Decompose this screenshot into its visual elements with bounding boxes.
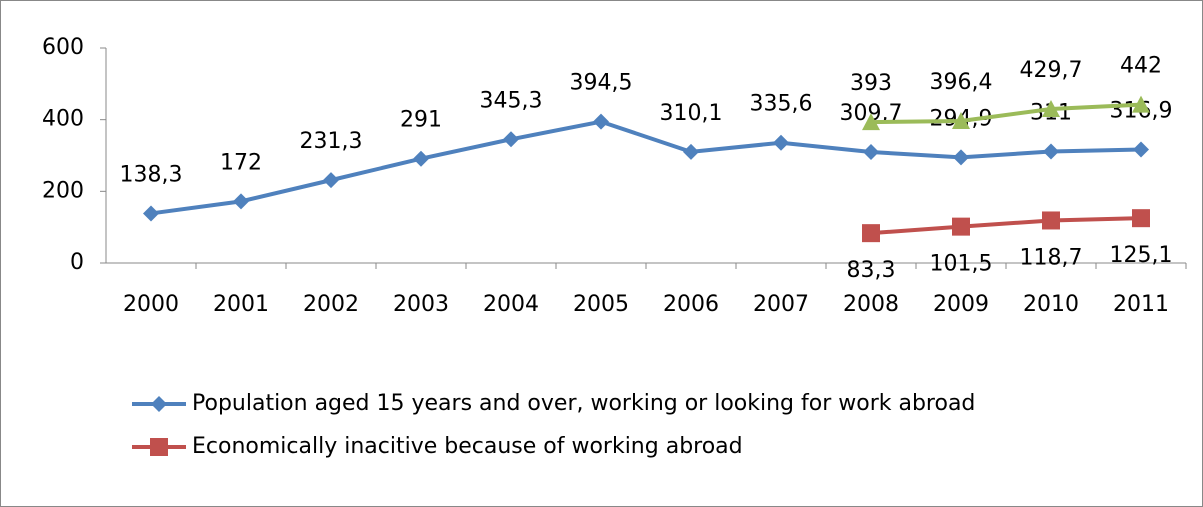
data-label: 118,7 [1020, 245, 1083, 270]
legend-marker [151, 396, 167, 412]
series-line [870, 216, 1142, 236]
data-label: 291 [400, 108, 442, 133]
series-line [870, 102, 1142, 125]
data-label: 345,3 [480, 88, 543, 113]
point [1132, 95, 1150, 113]
point [1132, 209, 1150, 228]
legend-label: Population aged 15 years and over, worki… [192, 391, 975, 416]
x-tick-label: 2001 [213, 292, 269, 317]
x-tick-label: 2010 [1023, 292, 1079, 317]
data-label: 442 [1120, 54, 1162, 79]
x-tick-label: 2004 [483, 292, 539, 317]
point [1043, 143, 1059, 160]
data-label: 172 [220, 150, 262, 175]
series-line [150, 119, 1142, 216]
data-label: 101,5 [930, 252, 993, 277]
data-label: 83,3 [847, 258, 896, 283]
point [1042, 100, 1060, 118]
point [683, 143, 699, 160]
y-tick-label: 400 [42, 107, 84, 132]
point [952, 217, 970, 236]
y-tick-label: 0 [70, 250, 84, 275]
point [1133, 141, 1149, 158]
point [862, 113, 880, 131]
x-tick-label: 2007 [753, 292, 809, 317]
data-label: 231,3 [300, 129, 363, 154]
x-tick-label: 2011 [1113, 292, 1169, 317]
data-label: 393 [850, 71, 892, 96]
point [413, 150, 429, 167]
point [862, 224, 880, 243]
point [773, 134, 789, 151]
x-tick-label: 2006 [663, 292, 719, 317]
point [952, 111, 970, 129]
point [593, 113, 609, 130]
point [863, 144, 879, 161]
y-tick-label: 600 [42, 35, 84, 60]
data-label: 396,4 [930, 70, 993, 95]
data-label: 429,7 [1020, 58, 1083, 83]
data-label: 310,1 [660, 101, 723, 126]
x-tick-label: 2009 [933, 292, 989, 317]
point [233, 193, 249, 210]
point [143, 205, 159, 222]
data-label: 335,6 [750, 92, 813, 117]
legend-marker [150, 438, 168, 456]
data-label: 394,5 [570, 71, 633, 96]
x-tick-label: 2003 [393, 292, 449, 317]
x-tick-label: 2000 [123, 292, 179, 317]
point [323, 172, 339, 189]
data-label: 138,3 [120, 162, 183, 187]
point [1042, 211, 1060, 230]
point [953, 149, 969, 166]
legend-label: Economically inacitive because of workin… [192, 434, 743, 459]
y-tick-label: 200 [42, 178, 84, 203]
point [503, 131, 519, 148]
data-label: 125,1 [1110, 243, 1173, 268]
x-tick-label: 2002 [303, 292, 359, 317]
x-tick-label: 2008 [843, 292, 899, 317]
x-tick-label: 2005 [573, 292, 629, 317]
